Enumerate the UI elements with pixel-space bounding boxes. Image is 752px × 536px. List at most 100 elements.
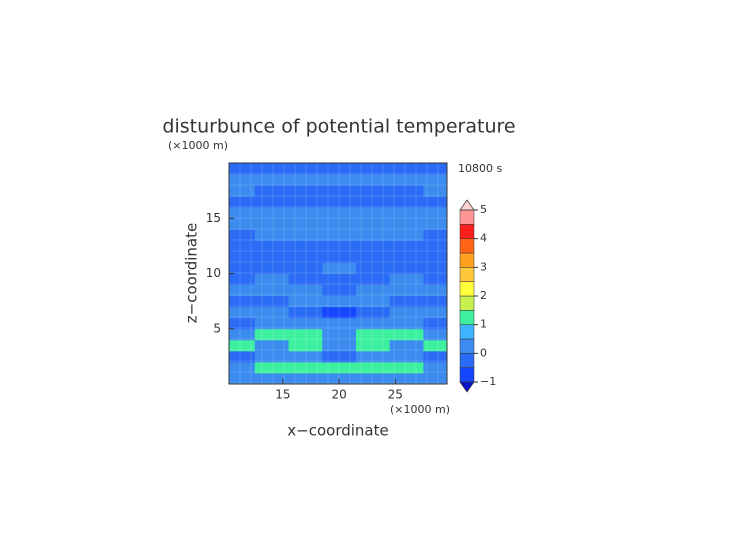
contour-cell [355,251,391,263]
contour-cell [229,262,256,274]
contour-cell [355,229,391,241]
x-tick-label: 25 [388,388,403,402]
contour-cell [288,240,323,252]
colorbar-tick-label: 3 [480,260,487,273]
contour-cell [389,295,424,308]
contour-cell [423,372,448,385]
contour-cell [389,372,424,385]
contour-cell [322,262,357,274]
colorbar-segment [459,353,475,368]
contour-cell [423,240,448,252]
contour-cell [229,317,256,330]
contour-cell [355,174,391,186]
contour-cell [254,218,290,230]
x-axis-label: x−coordinate [287,422,388,440]
contour-cell [254,185,290,197]
contour-cell [389,306,424,319]
contour-cell [423,262,448,274]
contour-cell [355,328,391,341]
x-unit: (×1000 m) [390,403,450,416]
contour-cell [389,284,424,297]
contour-cell [288,372,323,385]
y-axis-label: z−coordinate [183,223,201,323]
contour-cell [389,361,424,374]
contour-cell [288,295,323,308]
contour-cell [229,361,256,374]
colorbar-tick-label: 4 [480,232,487,245]
contour-cell [229,185,256,197]
colorbar-segment [459,324,475,340]
contour-cell [389,328,424,341]
contour-cell [355,317,391,330]
contour-cell [288,251,323,263]
contour-cell [288,317,323,330]
contour-cell [423,317,448,330]
contour-cell [389,350,424,363]
colorbar-over [459,199,475,211]
colorbar-segment [459,367,475,383]
contour-cell [322,251,357,263]
contour-cell [229,218,256,230]
contour-cell [355,196,391,208]
contour-cell [389,185,424,197]
colorbar-segment [459,224,475,239]
contour-cell [423,350,448,363]
contour-cell [288,350,323,363]
contour-cell [254,372,290,385]
contour-cell [322,284,357,297]
contour-cell [355,218,391,230]
contour-cell [322,229,357,241]
colorbar-segment [459,338,475,354]
contour-cell [355,273,391,286]
contour-cell [229,273,256,286]
contour-cell [229,339,256,352]
x-tick-label: 20 [331,388,346,402]
contour-cell [322,306,357,319]
contour-cell [254,361,290,374]
contour-cell [389,218,424,230]
contour-cell [355,361,391,374]
contour-cell [229,229,256,241]
contour-cell [254,174,290,186]
contour-cell [423,306,448,319]
contour-cell [229,372,256,385]
colorbar-tick-label: 5 [480,203,487,216]
contour-cell [288,361,323,374]
contour-cell [229,328,256,341]
contour-cell [322,339,357,352]
colorbar-tick-label: 0 [480,346,487,359]
contour-cell [389,262,424,274]
contour-cell [389,273,424,286]
contour-cell [355,284,391,297]
contour-cell [389,163,424,175]
contour-cell [423,361,448,374]
contour-cell [288,185,323,197]
contour-cell [355,295,391,308]
colorbar-under [459,381,475,393]
contour-cell [322,273,357,286]
colorbar-segment [459,252,475,268]
contour-cell [322,196,357,208]
colorbar-segment [459,267,475,282]
contour-cell [322,317,357,330]
contour-cell [288,196,323,208]
contour-cell [322,361,357,374]
contour-cell [423,273,448,286]
contour-cell [355,207,391,219]
contour-cell [389,251,424,263]
y-tick-label: 10 [206,266,221,280]
contour-cell [254,196,290,208]
contour-cell [423,251,448,263]
contour-cell [288,262,323,274]
contour-cell [254,273,290,286]
contour-cell [288,273,323,286]
contour-cell [389,174,424,186]
contour-cell [254,163,290,175]
contour-cell [254,295,290,308]
colorbar-segment [459,209,475,225]
contour-cell [254,240,290,252]
contour-cell [288,163,323,175]
contour-cell [389,317,424,330]
contour-cell [229,306,256,319]
contour-cell [423,196,448,208]
